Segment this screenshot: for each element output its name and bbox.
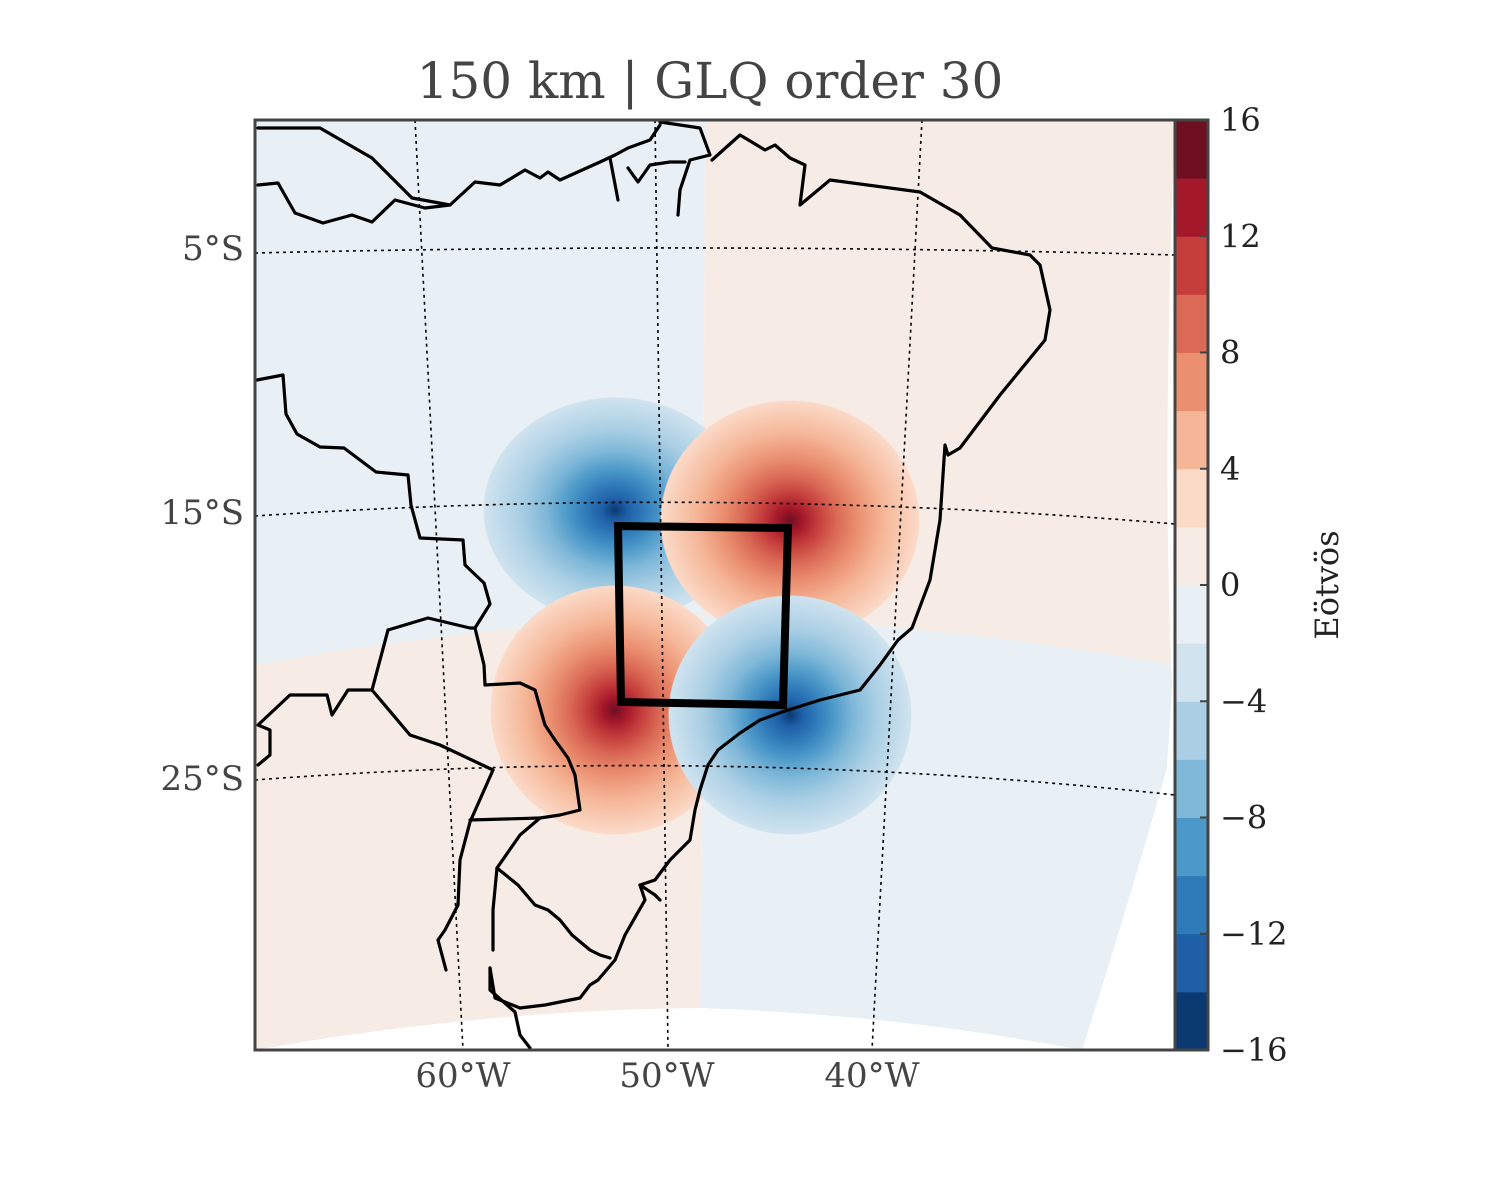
colorbar-segment xyxy=(1175,236,1208,295)
colorbar-tick-label: 12 xyxy=(1220,217,1261,255)
lon-label: 60°W xyxy=(415,1056,510,1096)
colorbar-segment xyxy=(1175,120,1208,179)
colorbar-tick-label: −12 xyxy=(1220,915,1288,953)
colorbar-segment xyxy=(1175,410,1208,470)
colorbar-tick-label: −16 xyxy=(1220,1031,1288,1069)
anomaly-negative-se xyxy=(668,595,912,835)
latitude-labels: 5°S 15°S 25°S xyxy=(160,229,244,799)
colorbar-segment xyxy=(1175,817,1208,877)
colorbar-segment xyxy=(1175,526,1208,586)
colorbar-segment xyxy=(1175,933,1208,993)
colorbar xyxy=(1175,120,1208,1051)
lon-label: 50°W xyxy=(619,1056,714,1096)
longitude-labels: 60°W 50°W 40°W xyxy=(415,1056,919,1096)
colorbar-tick-label: 4 xyxy=(1220,450,1240,488)
colorbar-segment xyxy=(1175,643,1208,702)
colorbar-tick-label: −4 xyxy=(1220,682,1267,720)
lat-label: 5°S xyxy=(182,229,244,269)
anomaly-positive-ne xyxy=(660,400,920,640)
lat-label: 15°S xyxy=(160,493,244,533)
colorbar-segment xyxy=(1175,991,1208,1051)
colorbar-tick-label: 0 xyxy=(1220,566,1240,604)
colorbar-segment xyxy=(1175,178,1208,237)
graticule xyxy=(255,120,1175,1050)
anomaly-positive-sw xyxy=(490,585,740,835)
study-area-box xyxy=(613,521,793,710)
colorbar-segment xyxy=(1175,875,1208,935)
map-field xyxy=(255,120,1175,1050)
colorbar-segment xyxy=(1175,294,1208,353)
lat-label: 25°S xyxy=(160,759,244,799)
colorbar-label: Eötvös xyxy=(1308,530,1346,639)
colorbar-tick-label: 16 xyxy=(1220,101,1261,139)
colorbar-segment xyxy=(1175,352,1208,412)
colorbar-tick-label: 8 xyxy=(1220,334,1240,372)
colorbar-tick-label: −8 xyxy=(1220,799,1267,837)
colorbar-segment xyxy=(1175,759,1208,818)
colorbar-segment xyxy=(1175,585,1208,644)
colorbar-ticks: 16 12 8 4 0 −4 −8 −12 −16 xyxy=(1200,101,1288,1069)
chart-title: 150 km | GLQ order 30 xyxy=(417,52,1004,110)
colorbar-segment xyxy=(1175,468,1208,528)
colorbar-segment xyxy=(1175,701,1208,760)
lon-label: 40°W xyxy=(824,1056,919,1096)
coastlines xyxy=(255,120,1052,1050)
